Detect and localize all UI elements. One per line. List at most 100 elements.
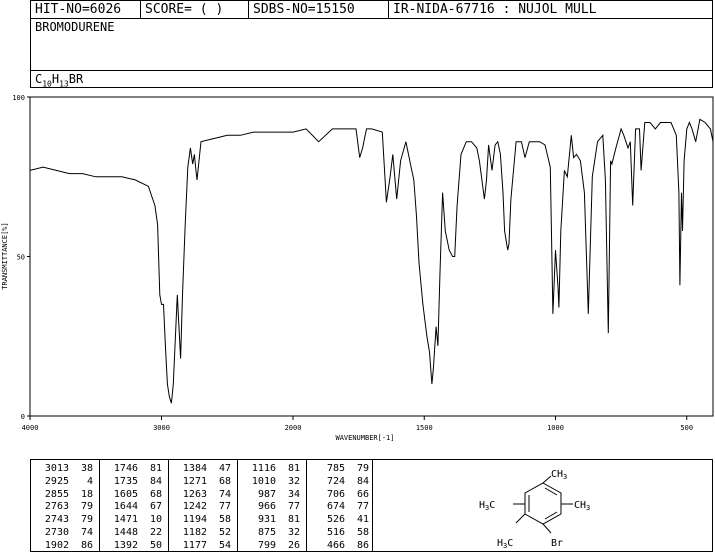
- peak-row: 2743 79: [37, 513, 93, 526]
- peak-wavenumber: 1242: [182, 501, 207, 513]
- peak-row: 1242 77: [175, 500, 231, 513]
- peak-row: 987 34: [244, 488, 300, 501]
- h3c-bottom-label: H3C: [497, 538, 513, 550]
- peak-row: 466 86: [313, 539, 369, 552]
- peak-transmittance: 58: [218, 514, 231, 526]
- peak-transmittance: 67: [149, 501, 162, 513]
- peak-transmittance: 32: [287, 475, 300, 487]
- peak-row: 1263 74: [175, 488, 231, 501]
- peak-row: 1182 52: [175, 526, 231, 539]
- peak-row: 1448 22: [106, 526, 162, 539]
- sdbs-number: SDBS-NO=15150: [249, 1, 389, 18]
- peak-wavenumber: 2855: [44, 488, 69, 500]
- peak-row: 706 66: [313, 488, 369, 501]
- peak-wavenumber: 1182: [182, 527, 207, 538]
- score: SCORE= ( ): [141, 1, 249, 18]
- peak-row: 1471 10: [106, 513, 162, 526]
- peak-transmittance: 86: [80, 539, 93, 551]
- peak-wavenumber: 1010: [251, 475, 276, 487]
- peak-row: 1644 67: [106, 500, 162, 513]
- ch3-right-label: CH3: [574, 500, 590, 512]
- peak-transmittance: 34: [287, 488, 300, 500]
- peak-column: 1384 47 1271 68 1263 74 1242 77 1194 58 1182 52 1177…: [169, 460, 238, 551]
- peak-wavenumber: 526: [326, 514, 345, 526]
- peak-row: 1392 50: [106, 539, 162, 552]
- plot-frame: [29, 96, 714, 417]
- peak-row: 526 41: [313, 513, 369, 526]
- peak-transmittance: 41: [356, 514, 369, 526]
- peak-wavenumber: 1392: [113, 539, 138, 551]
- peak-row: 1010 32: [244, 475, 300, 488]
- peak-wavenumber: 1116: [251, 463, 276, 474]
- peak-transmittance: 50: [149, 539, 162, 551]
- peak-wavenumber: 1384: [182, 463, 207, 474]
- x-tick-label: 2000: [285, 424, 302, 432]
- peak-transmittance: 79: [80, 514, 93, 526]
- peak-wavenumber: 1263: [182, 488, 207, 500]
- x-tick-label: 1000: [547, 424, 564, 432]
- peak-wavenumber: 799: [257, 539, 276, 551]
- peak-row: 1605 68: [106, 488, 162, 501]
- peak-column: 1746 81 1735 84 1605 68 1644 67 1471 10 1448 22 1392…: [100, 460, 169, 551]
- peak-transmittance: 81: [287, 514, 300, 526]
- hit-number: HIT-NO=6026: [31, 1, 141, 18]
- peak-transmittance: 58: [356, 527, 369, 538]
- peak-wavenumber: 1177: [182, 539, 207, 551]
- peak-transmittance: 79: [80, 501, 93, 513]
- peak-transmittance: 77: [287, 501, 300, 513]
- peak-wavenumber: 2763: [44, 501, 69, 513]
- y-tick-label: 0: [21, 413, 25, 421]
- peak-transmittance: 68: [218, 475, 231, 487]
- peak-row: 966 77: [244, 500, 300, 513]
- peak-row: 1735 84: [106, 475, 162, 488]
- peak-row: 931 81: [244, 513, 300, 526]
- y-tick-label: 100: [12, 94, 25, 102]
- peak-row: 516 58: [313, 526, 369, 539]
- peak-wavenumber: 2743: [44, 514, 69, 526]
- peak-transmittance: 38: [80, 463, 93, 474]
- peak-transmittance: 22: [149, 527, 162, 538]
- peak-row: 2855 18: [37, 488, 93, 501]
- peak-row: 3013 38: [37, 462, 93, 475]
- peak-wavenumber: 3013: [44, 463, 69, 474]
- peak-transmittance: 47: [218, 463, 231, 474]
- peak-transmittance: 10: [149, 514, 162, 526]
- peak-row: 1177 54: [175, 539, 231, 552]
- ir-nida-number: IR-NIDA-67716 : NUJOL MULL: [393, 2, 597, 17]
- ch3-top-label: CH3: [551, 469, 567, 481]
- header-row: HIT-NO=6026 SCORE= ( ) SDBS-NO=15150 IR-…: [31, 1, 712, 19]
- peak-wavenumber: 987: [257, 488, 276, 500]
- peak-wavenumber: 1746: [113, 463, 138, 474]
- peak-row: 1746 81: [106, 462, 162, 475]
- peak-row: 724 84: [313, 475, 369, 488]
- structure-drawing: CH3 CH3 H3C H3C Br: [479, 469, 590, 550]
- peak-row: 785 79: [313, 462, 369, 475]
- peak-transmittance: 4: [86, 475, 93, 487]
- substituent-bonds: [513, 475, 573, 534]
- ir-spectrum-chart: 4000 3000 2000 1500 1000 500 0 50 100 WAVENUMBE…: [1, 94, 714, 442]
- peak-wavenumber: 724: [326, 475, 345, 487]
- x-tick-label: 3000: [153, 424, 170, 432]
- peak-row: 1384 47: [175, 462, 231, 475]
- peak-row: 2925 4: [37, 475, 93, 488]
- benzene-ring: [524, 482, 562, 525]
- peak-wavenumber: 931: [257, 514, 276, 526]
- peak-wavenumber: 1194: [182, 514, 207, 526]
- peak-wavenumber: 966: [257, 501, 276, 513]
- peak-transmittance: 74: [80, 527, 93, 538]
- peak-transmittance: 52: [218, 527, 231, 538]
- peak-transmittance: 81: [149, 463, 162, 474]
- spectrum-header: HIT-NO=6026 SCORE= ( ) SDBS-NO=15150 IR-…: [30, 0, 713, 88]
- peak-transmittance: 26: [287, 539, 300, 551]
- x-axis-label: WAVENUMBER[-1]: [335, 434, 394, 442]
- compound-name: BROMODURENE: [35, 20, 115, 34]
- x-tick-labels: 4000 3000 2000 1500 1000 500: [22, 424, 694, 432]
- peak-transmittance: 86: [356, 539, 369, 551]
- peak-column: 785 79 724 84 706 66 674 77 526 41 516 58 466 86: [307, 460, 374, 551]
- peak-transmittance: 84: [356, 475, 369, 487]
- peak-wavenumber: 2925: [44, 475, 69, 487]
- structure-panel: CH3 CH3 H3C H3C Br: [373, 459, 713, 552]
- peak-transmittance: 81: [287, 463, 300, 474]
- peak-transmittance: 79: [356, 463, 369, 474]
- peak-column: 1116 81 1010 32 987 34 966 77 931 81 875 32 799 26: [238, 460, 307, 551]
